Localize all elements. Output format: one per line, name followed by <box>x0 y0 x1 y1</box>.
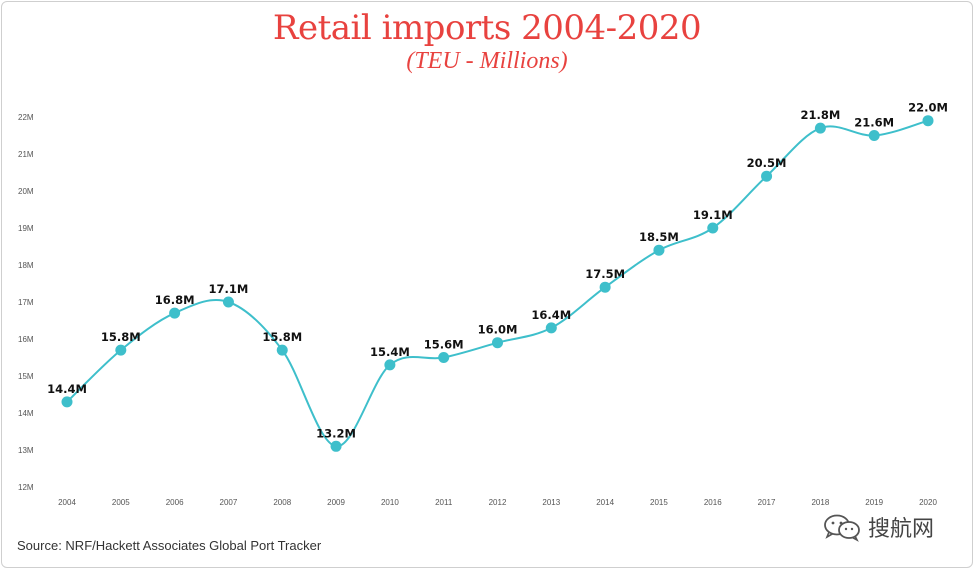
y-tick-label: 22M <box>18 113 34 122</box>
data-label: 18.5M <box>639 230 679 244</box>
x-tick-label: 2011 <box>435 498 453 507</box>
y-axis: 12M 13M 14M 15M 16M 17M 18M 19M 20M 21M 22M <box>18 113 34 492</box>
data-label: 16.4M <box>531 308 571 322</box>
x-axis: 2004 2005 2006 2007 2008 2009 2010 2011 2012 2013… <box>58 498 937 507</box>
data-label: 17.5M <box>585 267 625 281</box>
data-label: 15.6M <box>424 338 464 352</box>
data-point <box>922 115 934 127</box>
data-label: 21.6M <box>854 116 894 130</box>
source-note: Source: NRF/Hackett Associates Global Po… <box>17 538 322 553</box>
x-tick-label: 2013 <box>542 498 560 507</box>
data-point <box>599 281 611 293</box>
data-point <box>653 244 665 256</box>
data-point <box>384 359 396 371</box>
data-point <box>545 322 557 334</box>
data-point <box>814 122 826 134</box>
data-label: 15.4M <box>370 345 410 359</box>
data-point <box>169 307 181 319</box>
y-tick-label: 12M <box>18 483 34 492</box>
series-line <box>66 119 929 448</box>
watermark: 搜航网 <box>822 510 934 544</box>
data-label: 13.2M <box>316 426 356 440</box>
x-tick-label: 2016 <box>704 498 722 507</box>
data-point <box>61 396 73 408</box>
x-tick-label: 2006 <box>166 498 184 507</box>
data-labels: 14.4M 15.8M 16.8M 17.1M 15.8M 13.2M 15.4M 15.6M… <box>47 101 948 441</box>
x-tick-label: 2018 <box>811 498 829 507</box>
y-tick-label: 19M <box>18 224 34 233</box>
data-markers <box>61 115 934 452</box>
data-label: 14.4M <box>47 382 87 396</box>
x-tick-label: 2019 <box>865 498 883 507</box>
data-label: 19.1M <box>693 208 733 222</box>
x-tick-label: 2008 <box>273 498 291 507</box>
data-label: 22.0M <box>908 101 948 115</box>
x-tick-label: 2015 <box>650 498 668 507</box>
data-label: 16.8M <box>155 293 195 307</box>
chart-subtitle: (TEU - Millions) <box>406 48 568 74</box>
x-tick-label: 2007 <box>220 498 238 507</box>
x-tick-label: 2005 <box>112 498 130 507</box>
x-tick-label: 2020 <box>919 498 937 507</box>
wechat-icon <box>824 514 860 542</box>
x-tick-label: 2017 <box>758 498 776 507</box>
data-point <box>222 296 234 308</box>
data-label: 21.8M <box>800 108 840 122</box>
x-tick-label: 2012 <box>489 498 507 507</box>
y-tick-label: 15M <box>18 372 34 381</box>
y-tick-label: 16M <box>18 335 34 344</box>
chart-title: Retail imports 2004-2020 <box>272 8 702 48</box>
data-point <box>868 130 880 141</box>
data-label: 15.8M <box>101 330 141 344</box>
y-tick-label: 13M <box>18 446 34 455</box>
data-point <box>438 352 450 363</box>
y-tick-label: 20M <box>18 187 34 196</box>
y-tick-label: 14M <box>18 409 34 418</box>
x-tick-label: 2004 <box>58 498 76 507</box>
data-point <box>707 222 719 234</box>
data-point <box>276 344 288 356</box>
data-label: 15.8M <box>262 330 302 344</box>
data-point <box>492 337 503 349</box>
x-tick-label: 2009 <box>327 498 345 507</box>
x-tick-label: 2014 <box>596 498 614 507</box>
data-label: 20.5M <box>747 156 787 170</box>
data-point <box>761 170 773 182</box>
y-tick-label: 17M <box>18 298 34 307</box>
watermark-text: 搜航网 <box>868 517 935 542</box>
data-point <box>330 440 342 452</box>
x-tick-label: 2010 <box>381 498 399 507</box>
y-tick-label: 21M <box>18 150 34 159</box>
data-label: 16.0M <box>478 323 518 337</box>
y-tick-label: 18M <box>18 261 34 270</box>
data-point <box>115 344 127 356</box>
data-label: 17.1M <box>209 282 249 296</box>
